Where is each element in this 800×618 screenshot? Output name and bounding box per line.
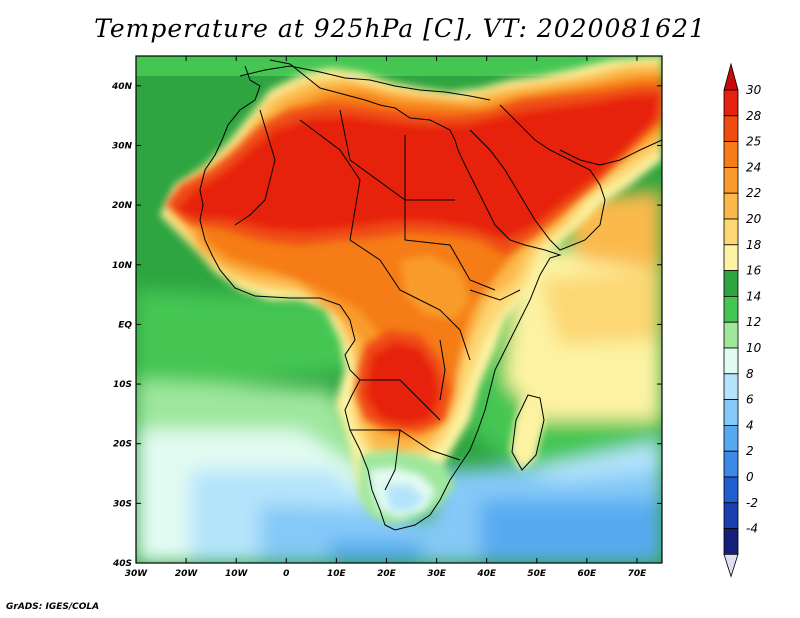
lon-tick-label: 30E [427,569,447,579]
colorbar-label: 2 [746,444,754,458]
longitude-axis: 30W 20W 10W 0 10E 20E 30E 40E 50E 60E 70E [125,56,647,579]
colorbar-swatch [723,89,739,117]
coastline-outline [199,59,662,531]
colorbar-swatch [723,399,739,426]
colorbar-swatch [723,502,739,529]
colorbar-label: 18 [746,238,762,252]
colorbar-label: -4 [746,522,758,536]
lon-tick-label: 20E [377,569,397,579]
colorbar-label: 12 [746,315,761,329]
lat-tick-label: 20S [113,440,132,450]
lon-tick-label: 60E [578,569,598,579]
colorbar-swatch [723,115,739,143]
colorbar-label: 30 [746,83,762,97]
colorbar-swatch [723,270,739,297]
lon-tick-label: 0 [283,569,289,579]
colorbar-label: 22 [746,186,761,200]
map-title: Temperature at 925hPa [C], VT: 202008162… [94,14,706,43]
lat-tick-label: 40S [112,559,132,569]
colorbar-label: -2 [746,496,758,510]
colorbar-label: 14 [746,289,761,303]
lat-tick-label: EQ [118,320,132,330]
colorbar-swatch [723,218,739,246]
colorbar-label: 0 [746,470,754,484]
colorbar-label: 4 [746,418,754,432]
lon-tick-label: 30W [125,569,149,579]
lon-tick-label: 10E [327,569,347,579]
colorbar-label: 16 [746,264,762,278]
colorbar-label: 10 [746,341,762,355]
lon-tick-label: 20W [175,569,199,579]
lat-tick-label: 40N [111,82,133,92]
colorbar-swatch [723,141,739,168]
colorbar-label: 20 [746,212,762,226]
lat-tick-label: 30N [112,141,133,151]
lat-tick-label: 30S [113,499,132,509]
colorbar-bottom-arrow [723,554,739,578]
lon-tick-label: 40E [476,569,497,579]
colorbar-label: 8 [746,367,754,381]
colorbar-swatch [723,295,739,323]
temperature-field [136,56,662,563]
colorbar-swatch [723,476,739,504]
lat-tick-label: 20N [112,201,133,211]
colorbar-swatch [723,192,739,220]
lon-tick-label: 50E [527,569,547,579]
colorbar-swatch [723,373,739,400]
colorbar-swatch [723,321,739,349]
colorbar-label: 6 [746,393,754,407]
lon-tick-label: 70E [628,569,648,579]
colorbar-swatch [723,347,739,375]
latitude-axis: 40N 30N 20N 10N EQ 10S 20S 30S 40S [111,82,662,569]
colorbar-swatch [723,166,739,194]
colorbar-swatch [723,424,739,452]
plot-frame [135,55,663,564]
grads-credit: GrADS: IGES/COLA [6,602,100,612]
colorbar-swatch [723,450,739,478]
colorbar-label: 25 [746,135,761,149]
lat-tick-label: 10S [113,380,132,390]
colorbar-swatch [723,528,739,555]
colorbar-label: 28 [746,109,762,123]
colorbar-label: 24 [746,160,761,174]
lat-tick-label: 10N [112,261,133,271]
lon-tick-label: 10W [225,569,249,579]
colorbar-swatch [723,244,739,272]
colorbar-top-arrow [723,62,739,91]
